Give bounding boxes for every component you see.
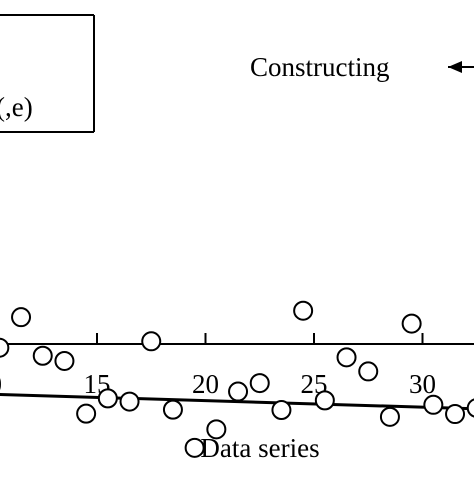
x-tick-label: 10 bbox=[0, 369, 2, 399]
data-point bbox=[228, 381, 249, 402]
data-point bbox=[271, 400, 292, 421]
data-point bbox=[97, 388, 118, 409]
annotation-group: Constructing bbox=[250, 52, 474, 82]
legend-box-text: (,e) bbox=[0, 92, 33, 122]
data-point bbox=[249, 373, 270, 394]
data-point bbox=[184, 437, 205, 458]
data-point bbox=[76, 403, 97, 424]
data-point bbox=[466, 398, 474, 418]
data-point bbox=[141, 331, 162, 352]
data-point bbox=[336, 347, 357, 368]
data-point bbox=[32, 345, 53, 366]
trend-line-layer bbox=[0, 392, 474, 411]
data-point bbox=[0, 337, 10, 358]
x-axis-label: Data series bbox=[200, 433, 319, 463]
data-point bbox=[54, 350, 75, 371]
data-point bbox=[423, 394, 444, 415]
data-points bbox=[0, 300, 474, 458]
data-point bbox=[401, 313, 422, 334]
data-point bbox=[379, 406, 400, 427]
annotation-arrowhead bbox=[448, 61, 462, 73]
data-point bbox=[162, 399, 183, 420]
data-point bbox=[445, 404, 466, 425]
data-point bbox=[11, 307, 32, 328]
data-point bbox=[293, 300, 314, 321]
x-tick-label: 20 bbox=[192, 369, 219, 399]
legend-box: (,e) bbox=[0, 14, 95, 133]
annotation-text: Constructing bbox=[250, 52, 390, 82]
trend-line bbox=[0, 392, 474, 411]
data-point bbox=[119, 391, 140, 412]
x-ticks: 1015202530 bbox=[0, 333, 436, 399]
x-tick-label: 30 bbox=[409, 369, 436, 399]
data-point bbox=[358, 361, 379, 382]
data-point bbox=[314, 390, 335, 411]
data-point bbox=[206, 419, 227, 440]
